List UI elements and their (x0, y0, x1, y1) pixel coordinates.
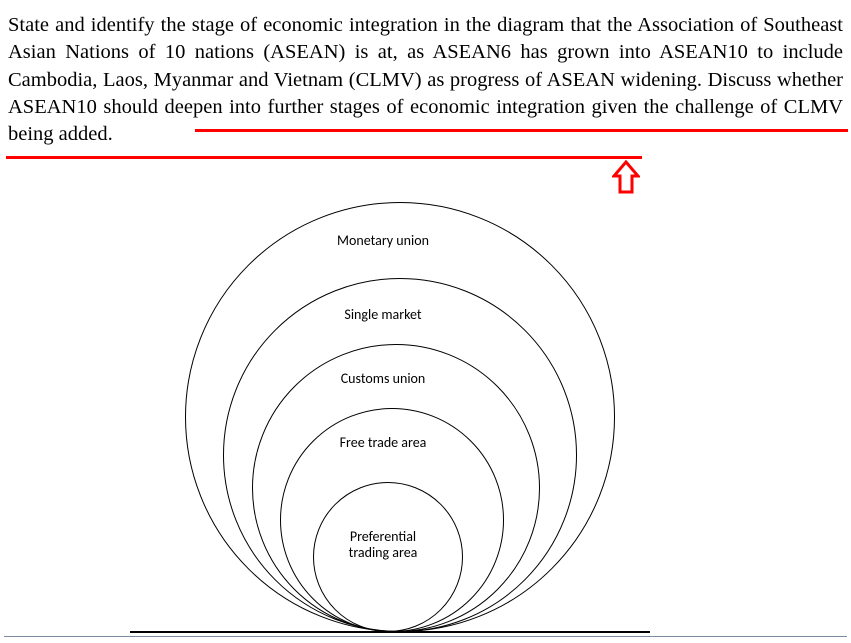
underline-segment-2 (6, 156, 642, 159)
stage-label-2: Customs union (323, 371, 443, 387)
up-arrow-icon (612, 160, 640, 194)
question-text: State and identify the stage of economic… (8, 12, 843, 148)
stage-label-1: Single market (323, 307, 443, 323)
stage-label-3: Free trade area (323, 435, 443, 451)
stage-label-0: Monetary union (323, 233, 443, 249)
diagram-baseline (130, 631, 650, 633)
stage-label-4: Preferentialtrading area (323, 529, 443, 561)
page-divider (4, 636, 847, 637)
integration-stages-diagram: Monetary union Single market Customs union… (0, 195, 851, 641)
underline-segment-1 (195, 129, 848, 132)
